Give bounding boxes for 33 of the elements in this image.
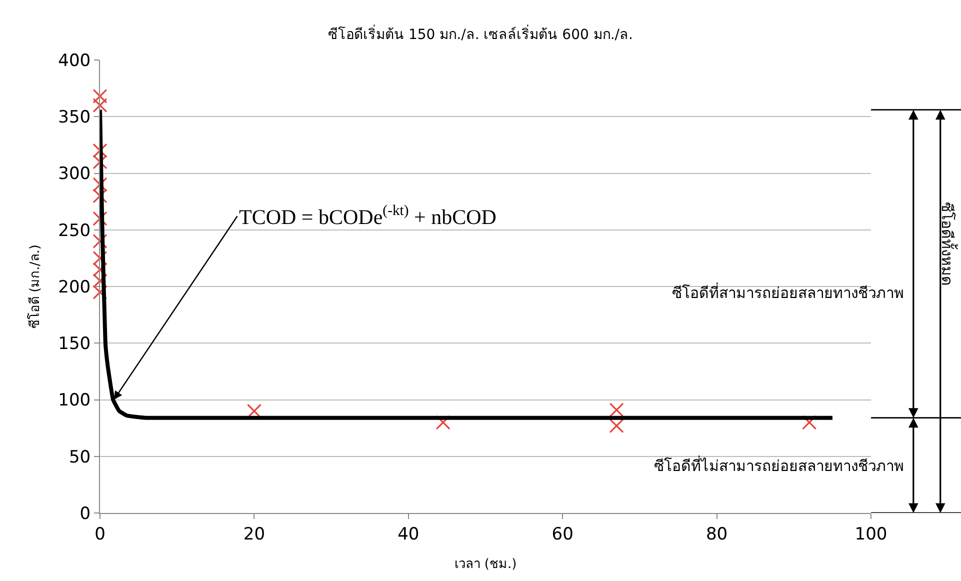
x-tick-label: 40 (398, 524, 420, 544)
point (436, 415, 450, 430)
y-tick-label: 200 (58, 277, 91, 298)
y-tick-label: 250 (58, 220, 91, 241)
y-axis-title: ซีโอดี (มก./ล.) (27, 244, 44, 328)
y-tick-label: 350 (58, 108, 91, 128)
y-tick-label: 150 (58, 334, 91, 354)
x-axis-title: เวลา (ชม.) (454, 557, 517, 572)
point (92, 143, 108, 158)
point (92, 250, 108, 266)
x-tick-label: 60 (552, 524, 574, 544)
y-tick-label: 0 (80, 504, 91, 524)
point (92, 274, 108, 288)
annotation: TCOD = bCODe$^{(-kt)}$ + nbCOD (239, 203, 496, 229)
y-tick-label: 50 (68, 447, 91, 468)
annotation: ซีโอดีที่ไม่สามารถย่อยสลายทางชีวภาพ (654, 455, 904, 475)
point (92, 98, 108, 113)
point (92, 284, 108, 300)
point (802, 415, 817, 430)
point (92, 262, 108, 277)
point (92, 154, 108, 170)
text: ซีโอดีทั้งหมด (938, 202, 958, 286)
annotation: ซีโอดีที่สามารถย่อยสลายทางชีวภาพ (672, 282, 904, 302)
x-tick-label: 0 (94, 524, 106, 544)
y-tick-label: 300 (58, 164, 91, 184)
x-tick-label: 80 (706, 524, 728, 544)
point (92, 88, 108, 104)
x-tick-label: 20 (243, 524, 266, 544)
point (609, 402, 624, 418)
y-tick-label: 100 (58, 390, 91, 411)
chart-title: ซีโอดีเริ่มต้น 150 มก./ล. เซลล์เริ่มต้น 600 มก./ล. (328, 24, 633, 43)
x-tick-label: 100 (854, 524, 888, 544)
y-tick-label: 400 (58, 50, 91, 71)
